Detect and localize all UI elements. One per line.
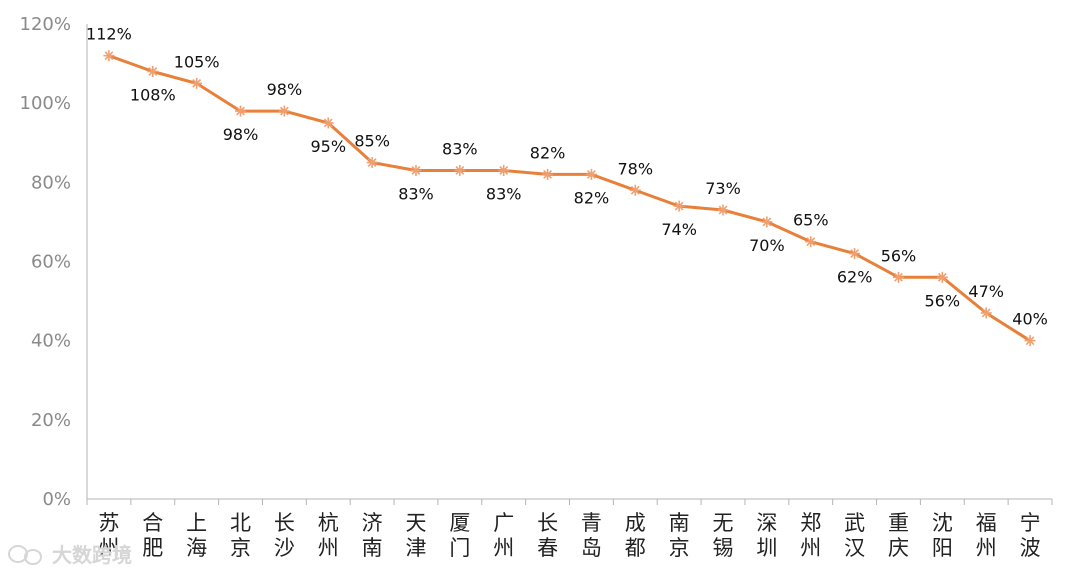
data-label: 74% (661, 220, 697, 239)
x-tick-label: 济南 (362, 511, 383, 560)
data-point (936, 271, 948, 283)
watermark-text: 大数跨境 (52, 543, 132, 567)
data-point (191, 77, 203, 89)
data-point (1024, 335, 1036, 347)
data-point (761, 216, 773, 228)
data-point (103, 50, 115, 62)
data-label: 83% (398, 184, 434, 203)
data-label: 82% (574, 188, 610, 207)
data-point (673, 200, 685, 212)
x-axis: 苏州合肥上海北京长沙杭州济南天津厦门广州长春青岛成都南京无锡深圳郑州武汉重庆沈阳… (86, 498, 1053, 560)
x-tick-label: 北京 (230, 511, 251, 560)
data-point (322, 117, 334, 129)
data-label: 82% (530, 143, 566, 162)
x-tick-label: 杭州 (318, 511, 339, 560)
y-tick-label: 0% (42, 489, 71, 510)
x-tick-label: 长沙 (274, 511, 295, 560)
x-tick-label: 深圳 (756, 511, 777, 560)
data-label: 83% (486, 184, 522, 203)
data-label: 83% (442, 139, 478, 158)
data-label: 98% (223, 125, 259, 144)
x-tick-label: 宁波 (1020, 511, 1041, 560)
data-label: 73% (705, 179, 741, 198)
y-tick-label: 20% (31, 410, 71, 431)
x-tick-label: 郑州 (800, 511, 821, 560)
series-line (103, 50, 1036, 347)
series-path (108, 54, 1031, 342)
y-tick-label: 120% (20, 14, 71, 35)
x-tick-label: 厦门 (449, 511, 470, 560)
data-point (892, 271, 904, 283)
data-point (629, 184, 641, 196)
x-tick-label: 长春 (537, 511, 558, 560)
data-point (498, 164, 510, 176)
data-point (366, 157, 378, 169)
data-point (717, 204, 729, 216)
x-tick-label: 青岛 (581, 511, 602, 560)
x-tick-label: 沈阳 (932, 511, 953, 560)
data-point (805, 236, 817, 248)
data-point (585, 168, 597, 180)
x-tick-label: 合肥 (142, 511, 163, 560)
data-label: 56% (925, 291, 961, 310)
data-label: 40% (1012, 310, 1048, 329)
data-label: 78% (618, 159, 654, 178)
data-label: 112% (86, 25, 132, 44)
x-tick-label: 武汉 (844, 511, 865, 560)
data-point (235, 105, 247, 117)
watermark: 大数跨境 (8, 543, 132, 567)
x-tick-label: 福州 (976, 511, 997, 560)
x-tick-label: 广州 (493, 511, 514, 560)
data-point (147, 66, 159, 77)
data-label: 65% (793, 211, 829, 230)
data-point (980, 307, 992, 319)
data-label: 56% (881, 246, 917, 265)
data-label: 70% (749, 236, 785, 255)
x-tick-label: 无锡 (713, 511, 734, 560)
data-label: 95% (310, 137, 346, 156)
data-point (454, 164, 466, 176)
x-tick-label: 上海 (186, 511, 207, 560)
data-label: 47% (968, 282, 1004, 301)
data-label: 108% (130, 86, 176, 105)
x-tick-label: 天津 (405, 511, 426, 560)
x-tick-label: 成都 (625, 511, 646, 560)
y-tick-label: 40% (31, 331, 71, 352)
data-point (849, 248, 861, 260)
y-tick-label: 100% (20, 93, 71, 114)
data-point (278, 105, 290, 117)
data-labels: 112% 108% 105% 98% 98% 95% 85% 83% 83% 83% 82% 82% 7… (86, 25, 1048, 329)
data-label: 85% (354, 132, 390, 151)
y-axis: 0% 20% 40% 60% 80% 100% 120% (20, 14, 88, 510)
data-label: 98% (267, 80, 303, 99)
data-label: 105% (174, 52, 220, 71)
x-tick-label: 苏州 (98, 511, 119, 560)
wechat-logo-icon (8, 545, 42, 565)
y-tick-label: 60% (31, 252, 71, 273)
x-tick-label: 重庆 (888, 511, 909, 560)
data-label: 62% (837, 268, 873, 287)
data-point (542, 168, 554, 180)
x-tick-label: 南京 (669, 511, 690, 560)
data-point (410, 164, 422, 176)
y-tick-label: 80% (31, 172, 71, 193)
